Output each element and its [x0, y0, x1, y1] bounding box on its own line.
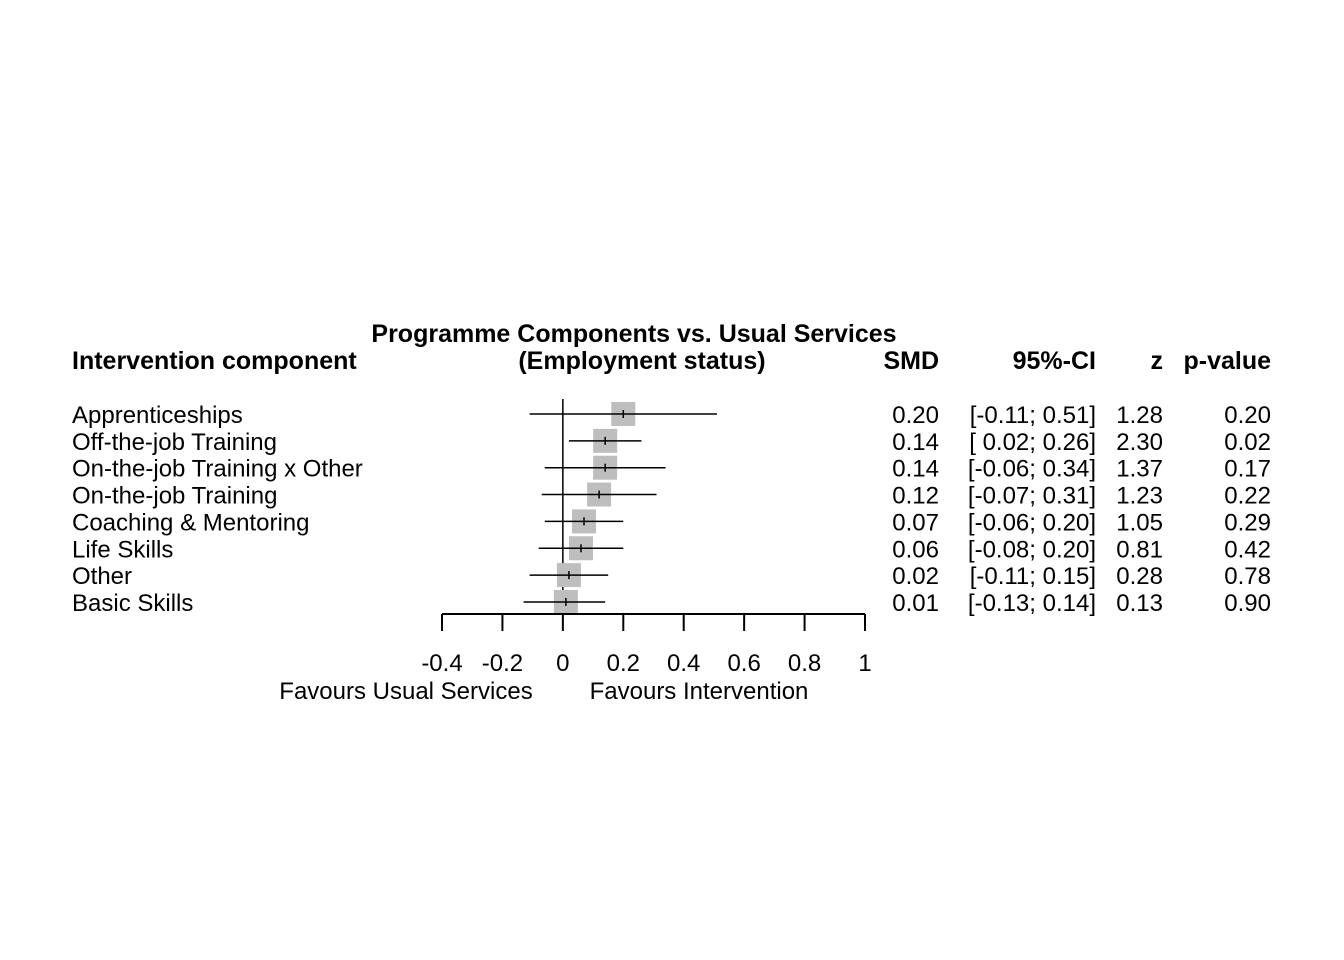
- z-value: 1.37: [1116, 456, 1163, 483]
- p-value: 0.20: [1224, 402, 1271, 429]
- forest-row: Other 0.02 [-0.11; 0.15] 0.28 0.78: [72, 563, 1271, 590]
- smd-value: 0.14: [892, 456, 939, 483]
- p-value: 0.42: [1224, 536, 1271, 563]
- smd-value: 0.07: [892, 509, 939, 536]
- header-z: z: [1151, 347, 1164, 375]
- header-smd: SMD: [883, 347, 939, 375]
- z-value: 0.13: [1116, 590, 1163, 617]
- z-value: 2.30: [1116, 429, 1163, 456]
- x-tick-label: 0.8: [788, 650, 821, 677]
- forest-row: Coaching & Mentoring 0.07 [-0.06; 0.20] 1.0…: [72, 509, 1271, 536]
- smd-value: 0.06: [892, 536, 939, 563]
- smd-value: 0.14: [892, 429, 939, 456]
- favours-intervention-label: Favours Intervention: [590, 678, 809, 705]
- forest-row: Life Skills 0.06 [-0.08; 0.20] 0.81 0.42: [72, 536, 1271, 563]
- row-label: Apprenticeships: [72, 402, 243, 429]
- ci-value: [-0.06; 0.20]: [968, 509, 1096, 536]
- row-label: Other: [72, 563, 132, 590]
- header-ci: 95%-CI: [1013, 347, 1096, 375]
- forest-row: Apprenticeships 0.20 [-0.11; 0.51] 1.28 0.20: [72, 402, 1271, 429]
- row-label: Off-the-job Training: [72, 429, 277, 456]
- smd-value: 0.02: [892, 563, 939, 590]
- smd-value: 0.20: [892, 402, 939, 429]
- ci-value: [-0.07; 0.31]: [968, 483, 1096, 510]
- forest-row: Basic Skills 0.01 [-0.13; 0.14] 0.13 0.90: [72, 589, 1271, 617]
- z-value: 0.81: [1116, 536, 1163, 563]
- ci-value: [-0.11; 0.15]: [970, 563, 1096, 590]
- p-value: 0.17: [1224, 456, 1271, 483]
- forest-row: Off-the-job Training 0.14 [ 0.02; 0.26] 2.3…: [72, 428, 1271, 456]
- x-tick-label: -0.2: [482, 650, 523, 677]
- header-component: Intervention component: [72, 347, 357, 375]
- p-value: 0.29: [1224, 509, 1271, 536]
- z-value: 1.28: [1116, 402, 1163, 429]
- favours-usual-services-label: Favours Usual Services: [279, 678, 532, 705]
- row-label: Basic Skills: [72, 590, 193, 617]
- x-tick-label: 1: [858, 650, 871, 677]
- row-label: Life Skills: [72, 536, 173, 563]
- x-tick-label: 0.6: [727, 650, 760, 677]
- ci-value: [-0.13; 0.14]: [968, 590, 1096, 617]
- row-label: Coaching & Mentoring: [72, 509, 309, 536]
- x-tick-label: -0.4: [421, 650, 462, 677]
- forest-row: On-the-job Training x Other 0.14 [-0.06; 0…: [72, 455, 1271, 483]
- z-value: 1.05: [1116, 509, 1163, 536]
- chart-title-line1: Programme Components vs. Usual Services: [371, 320, 896, 348]
- z-value: 0.28: [1116, 563, 1163, 590]
- ci-value: [-0.11; 0.51]: [970, 402, 1096, 429]
- chart-title-line2: (Employment status): [518, 347, 765, 375]
- ci-value: [-0.06; 0.34]: [968, 456, 1096, 483]
- p-value: 0.02: [1224, 429, 1271, 456]
- ci-value: [-0.08; 0.20]: [968, 536, 1096, 563]
- ci-value: [ 0.02; 0.26]: [969, 429, 1096, 456]
- p-value: 0.90: [1224, 590, 1271, 617]
- x-tick-label: 0: [556, 650, 569, 677]
- smd-value: 0.01: [892, 590, 939, 617]
- x-tick-label: 0.2: [607, 650, 640, 677]
- p-value: 0.22: [1224, 483, 1271, 510]
- smd-value: 0.12: [892, 483, 939, 510]
- forest-row: On-the-job Training 0.12 [-0.07; 0.31] 1.23…: [72, 482, 1271, 510]
- header-p-value: p-value: [1183, 347, 1271, 375]
- p-value: 0.78: [1224, 563, 1271, 590]
- row-label: On-the-job Training x Other: [72, 456, 363, 483]
- row-label: On-the-job Training: [72, 483, 277, 510]
- z-value: 1.23: [1116, 483, 1163, 510]
- x-tick-label: 0.4: [667, 650, 700, 677]
